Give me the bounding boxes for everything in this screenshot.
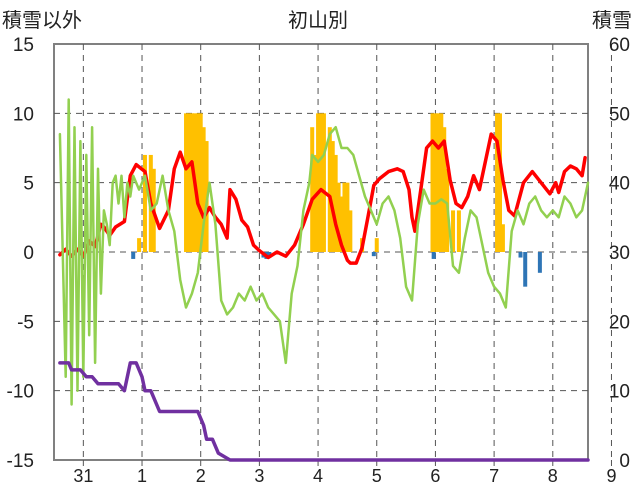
y-left-tick-label: -15 (7, 451, 34, 472)
y-right-tick-label: 60 (609, 35, 630, 56)
bar-mark (439, 113, 444, 252)
series-line (58, 361, 590, 462)
y-right-tick-label: 50 (609, 104, 630, 125)
bar-mark (195, 113, 200, 252)
bar-mark (310, 127, 315, 252)
bar-mark (495, 113, 500, 252)
bar-mark (142, 154, 147, 252)
x-tick-label: 1 (137, 466, 147, 486)
bar-mark (433, 113, 438, 252)
y-right-tick-label: 20 (609, 312, 630, 333)
x-tick-label: 6 (430, 466, 440, 486)
bar-mark (333, 154, 338, 252)
x-tick-label: 7 (489, 466, 499, 486)
bar-mark (313, 154, 318, 252)
bar-mark (374, 238, 379, 252)
bar-mark (537, 252, 542, 273)
y-left-tick-label: 5 (23, 174, 34, 195)
bar-mark (430, 113, 435, 252)
bar-mark (451, 210, 456, 252)
bar-mark (201, 127, 206, 252)
y-right-tick-label: 0 (619, 451, 630, 472)
bar-mark (345, 182, 350, 252)
y-left-tick-label: -10 (7, 382, 34, 403)
bar-mark (321, 113, 326, 252)
bar-mark (316, 113, 321, 252)
y-right-tick-label: 40 (609, 174, 630, 195)
y-left-tick-label: -5 (17, 312, 34, 333)
y-right-tick-label: 30 (609, 243, 630, 264)
bar-mark (186, 113, 191, 252)
x-tick-label: 2 (196, 466, 206, 486)
bar-mark (339, 196, 344, 252)
bar-mark (342, 182, 347, 252)
series-line (58, 98, 590, 406)
x-tick-label: 8 (548, 466, 558, 486)
bar-mark (348, 210, 353, 252)
bar-mark (497, 154, 502, 252)
bar-mark (198, 113, 203, 252)
x-tick-label: 5 (372, 466, 382, 486)
y-axis-right-label: 積雪 (592, 10, 632, 32)
bar-mark (523, 252, 528, 287)
bar-mark (336, 182, 341, 252)
bar-mark (319, 113, 323, 252)
x-tick-label: 3 (254, 466, 264, 486)
bar-mark (131, 252, 136, 259)
x-tick-label: 4 (313, 466, 323, 486)
y-left-tick-label: 15 (13, 35, 34, 56)
y-left-tick-label: 10 (13, 104, 34, 125)
y-left-tick-label: 0 (23, 243, 34, 264)
chart-title: 初山別 (288, 10, 348, 32)
bar-mark (500, 224, 505, 252)
bar-mark (436, 113, 441, 252)
bar-mark (371, 252, 376, 257)
bar-mark (184, 113, 189, 252)
x-tick-label: 9 (606, 466, 616, 486)
y-axis-left-label: 積雪以外 (2, 10, 82, 32)
bar-mark (431, 252, 436, 259)
y-right-tick-label: 10 (609, 382, 630, 403)
bar-mark (189, 113, 194, 252)
series-line (58, 132, 587, 265)
bar-mark (456, 210, 461, 252)
bar-mark (442, 127, 447, 252)
bar-mark (330, 141, 335, 252)
x-tick-label: 31 (73, 466, 93, 486)
bar-mark (327, 127, 332, 252)
bar-mark (518, 252, 523, 258)
bar-mark (137, 238, 142, 252)
